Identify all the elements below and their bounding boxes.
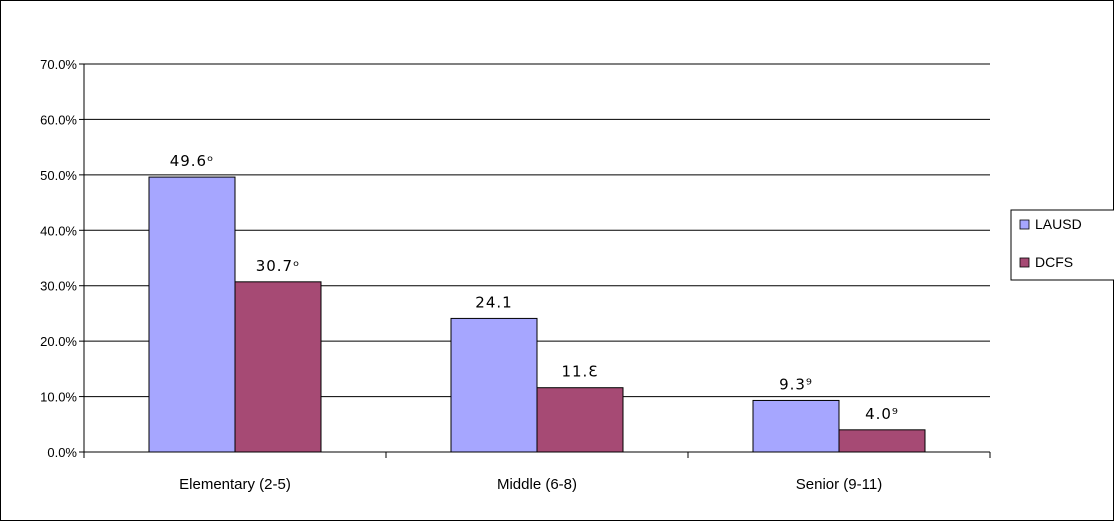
x-category-label: Middle (6-8) [497,476,577,493]
bar-lausd [148,176,236,453]
bar-dcfs [838,429,926,453]
legend-swatch-lausd [1019,219,1030,230]
y-tick-label: 30.0% [40,279,77,294]
bar-dcfs [234,281,322,453]
bar-lausd [450,317,538,453]
data-label: 11.Ɛ [561,363,598,381]
y-tick-label: 20.0% [40,334,77,349]
legend-label-lausd: LAUSD [1035,216,1082,232]
bar-lausd [752,399,840,453]
bar-dcfs [536,387,624,453]
y-tick-label: 70.0% [40,57,77,72]
axes: 0.0% 10.0% 20.0% 30.0% 40.0% 50.0% 60.0% 70.0% E… [40,57,991,493]
bars [148,176,926,453]
y-tick-label: 10.0% [40,390,77,405]
data-label: 24.1 [475,293,512,311]
legend: LAUSD DCFS [1010,209,1114,281]
y-tick-label: 40.0% [40,223,77,238]
x-category-label: Senior (9-11) [796,476,882,493]
data-label: 49.6ᵒ [170,152,215,170]
y-tick-label: 60.0% [40,112,77,127]
legend-label-dcfs: DCFS [1035,254,1073,270]
data-labels: 49.6ᵒ 30.7ᵒ 24.1 11.Ɛ 9.3⁹ 4.0⁹ [170,152,899,423]
data-label: 30.7ᵒ [256,257,301,275]
x-category-label: Elementary (2-5) [179,476,291,493]
data-label: 4.0⁹ [865,405,899,423]
y-tick-label: 0.0% [47,445,77,460]
data-label: 9.3⁹ [779,375,813,393]
legend-swatch-dcfs [1019,257,1030,268]
y-tick-label: 50.0% [40,168,77,183]
